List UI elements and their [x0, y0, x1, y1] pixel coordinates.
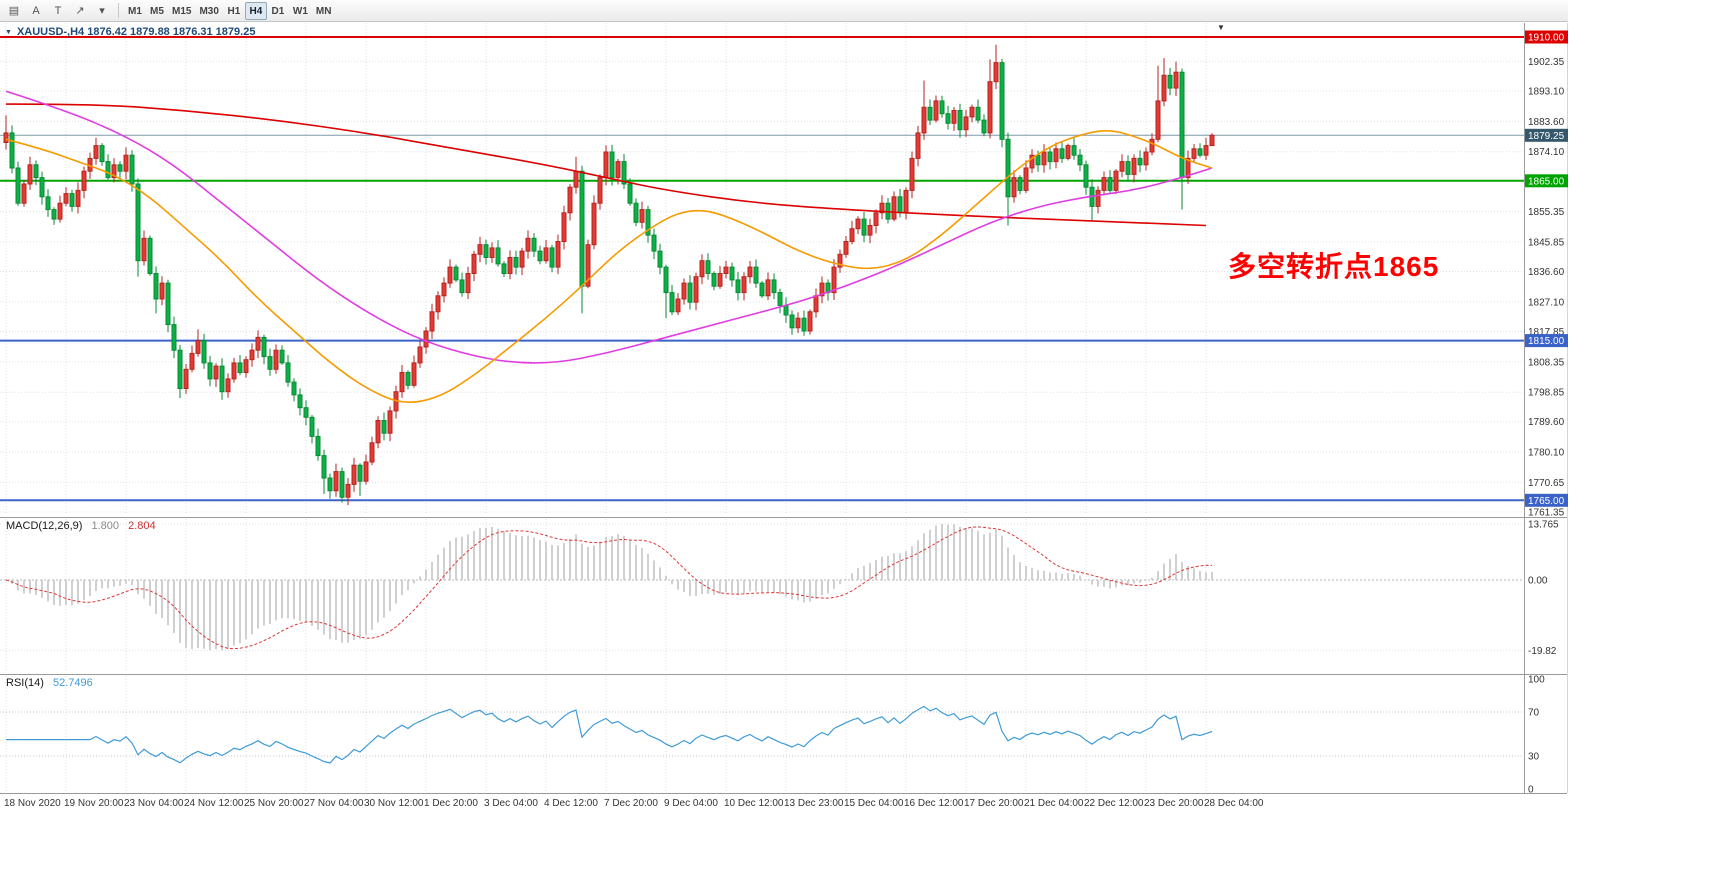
- svg-text:1845.85: 1845.85: [1528, 238, 1565, 249]
- svg-text:10 Dec 12:00: 10 Dec 12:00: [724, 798, 784, 809]
- svg-text:23 Dec 20:00: 23 Dec 20:00: [1144, 798, 1204, 809]
- svg-text:24 Nov 12:00: 24 Nov 12:00: [184, 798, 244, 809]
- symbol-ohlc-readout: XAUUSD-,H4 1876.42 1879.88 1876.31 1879.…: [16, 26, 256, 38]
- svg-text:15 Dec 04:00: 15 Dec 04:00: [844, 798, 904, 809]
- svg-text:13.765: 13.765: [1528, 520, 1559, 531]
- macd-layer: [0, 523, 1524, 651]
- timeframe-button-m5[interactable]: M5: [146, 2, 168, 20]
- timeframe-button-h1[interactable]: H1: [223, 2, 245, 20]
- svg-text:0: 0: [1528, 785, 1534, 796]
- timeframe-button-group: M1 M5 M15 M30 H1 H4 D1 W1 MN: [124, 1, 335, 21]
- svg-text:100: 100: [1528, 675, 1545, 686]
- chart-annotation-text: 多空转折点1865: [1228, 251, 1440, 282]
- svg-text:7 Dec 20:00: 7 Dec 20:00: [604, 798, 658, 809]
- svg-text:1883.60: 1883.60: [1528, 117, 1565, 128]
- svg-text:19 Nov 20:00: 19 Nov 20:00: [64, 798, 124, 809]
- chart-grid-icon[interactable]: ▤: [3, 2, 25, 20]
- svg-text:1865.00: 1865.00: [1528, 176, 1565, 187]
- svg-text:1874.10: 1874.10: [1528, 147, 1565, 158]
- horizontal-level-lines: [0, 36, 1524, 502]
- svg-text:1789.60: 1789.60: [1528, 417, 1565, 428]
- svg-text:1770.65: 1770.65: [1528, 478, 1565, 489]
- svg-text:70: 70: [1528, 708, 1540, 719]
- collapse-triangle-icon[interactable]: ▼: [5, 28, 12, 36]
- price-axis-special-labels: 1910.00 1879.25 1865.00 1815.00 1765.00: [1525, 30, 1568, 507]
- grid-layer: [0, 23, 1524, 791]
- panel-borders: [0, 23, 1568, 794]
- svg-text:1765.00: 1765.00: [1528, 496, 1565, 507]
- rsi-indicator-label: RSI(14) 52.7496: [6, 677, 93, 689]
- macd-signal-value: 2.804: [128, 520, 156, 532]
- svg-text:13 Dec 23:00: 13 Dec 23:00: [784, 798, 844, 809]
- arrow-tool-icon[interactable]: ↗: [69, 2, 91, 20]
- timeframe-button-w1[interactable]: W1: [289, 2, 312, 20]
- svg-text:1879.25: 1879.25: [1528, 131, 1565, 142]
- text-tool-icon[interactable]: A: [25, 2, 47, 20]
- time-axis: 18 Nov 2020 19 Nov 20:00 23 Nov 04:00 24 No…: [4, 798, 1264, 809]
- svg-text:22 Dec 12:00: 22 Dec 12:00: [1084, 798, 1144, 809]
- label-tool-icon[interactable]: T: [47, 2, 69, 20]
- svg-text:3 Dec 04:00: 3 Dec 04:00: [484, 798, 538, 809]
- svg-text:23 Nov 04:00: 23 Nov 04:00: [124, 798, 184, 809]
- svg-text:21 Dec 04:00: 21 Dec 04:00: [1024, 798, 1084, 809]
- toolbar: ▤ A T ↗ ▾ M1 M5 M15 M30 H1 H4 D1 W1 MN: [0, 0, 1568, 22]
- svg-text:17 Dec 20:00: 17 Dec 20:00: [964, 798, 1024, 809]
- macd-name: MACD(12,26,9): [6, 520, 83, 532]
- ma-line-fast-orange: [5, 129, 1213, 403]
- timeframe-button-mn[interactable]: MN: [312, 2, 336, 20]
- toolbar-separator: [118, 3, 119, 18]
- svg-text:4 Dec 12:00: 4 Dec 12:00: [544, 798, 598, 809]
- timeframe-button-d1[interactable]: D1: [267, 2, 289, 20]
- svg-text:9 Dec 04:00: 9 Dec 04:00: [664, 798, 718, 809]
- svg-text:1 Dec 20:00: 1 Dec 20:00: [424, 798, 478, 809]
- ma-line-mid-magenta: [5, 90, 1213, 364]
- svg-text:27 Nov 04:00: 27 Nov 04:00: [304, 798, 364, 809]
- svg-text:-19.82: -19.82: [1528, 646, 1557, 657]
- svg-text:1798.85: 1798.85: [1528, 388, 1565, 399]
- rsi-value: 52.7496: [52, 677, 93, 689]
- arrow-dropdown-caret-icon[interactable]: ▾: [91, 2, 113, 20]
- svg-text:1817.85: 1817.85: [1528, 327, 1565, 338]
- svg-text:18 Nov 2020: 18 Nov 2020: [4, 798, 61, 809]
- timeframe-button-m30[interactable]: M30: [195, 2, 222, 20]
- svg-text:1761.35: 1761.35: [1528, 508, 1565, 519]
- chart-title-bar: ▼ XAUUSD-,H4 1876.42 1879.88 1876.31 187…: [5, 26, 255, 38]
- svg-text:1836.60: 1836.60: [1528, 267, 1565, 278]
- svg-text:16 Dec 12:00: 16 Dec 12:00: [904, 798, 964, 809]
- macd-indicator-label: MACD(12,26,9) 1.800 2.804: [6, 520, 156, 532]
- timeframe-button-m15[interactable]: M15: [168, 2, 195, 20]
- svg-text:25 Nov 20:00: 25 Nov 20:00: [244, 798, 304, 809]
- svg-text:28 Dec 04:00: 28 Dec 04:00: [1204, 798, 1264, 809]
- chart-shift-marker-icon[interactable]: ▼: [1217, 23, 1225, 32]
- svg-text:30 Nov 12:00: 30 Nov 12:00: [364, 798, 424, 809]
- svg-text:1855.35: 1855.35: [1528, 207, 1565, 218]
- rsi-name: RSI(14): [6, 677, 44, 689]
- svg-text:1808.35: 1808.35: [1528, 357, 1565, 368]
- rsi-layer: [0, 705, 1524, 764]
- svg-text:1827.10: 1827.10: [1528, 297, 1565, 308]
- toolbar-tool-icons: ▤ A T ↗ ▾: [3, 1, 113, 20]
- timeframe-button-h4[interactable]: H4: [244, 2, 267, 21]
- price-axis: 1902.35 1893.10 1883.60 1874.10 1855.35 1845.…: [1528, 57, 1565, 519]
- svg-text:1893.10: 1893.10: [1528, 87, 1565, 98]
- svg-text:1815.00: 1815.00: [1528, 336, 1565, 347]
- svg-text:0.00: 0.00: [1528, 576, 1548, 587]
- candles-layer: [3, 44, 1215, 506]
- macd-axis: 13.765 0.00 -19.82: [1528, 520, 1559, 657]
- svg-text:1780.10: 1780.10: [1528, 448, 1565, 459]
- timeframe-button-m1[interactable]: M1: [124, 2, 146, 20]
- macd-main-value: 1.800: [91, 520, 120, 532]
- ma-line-slow-red: [5, 103, 1207, 227]
- svg-text:1910.00: 1910.00: [1528, 33, 1565, 44]
- rsi-axis: 100 70 30 0: [1528, 675, 1545, 796]
- svg-text:1902.35: 1902.35: [1528, 57, 1565, 68]
- svg-text:30: 30: [1528, 752, 1540, 763]
